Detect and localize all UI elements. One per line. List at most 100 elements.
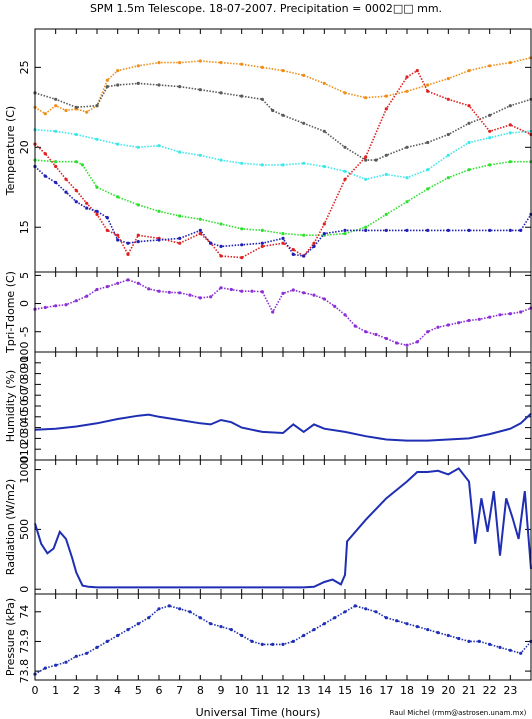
data-point [343,232,347,236]
data-point [95,209,99,213]
data-point [281,236,285,240]
data-point [271,642,275,647]
data-point [136,145,140,149]
data-point [157,209,161,213]
data-point [322,297,326,301]
data-point [85,294,89,298]
data-point [426,330,430,334]
data-point [477,317,481,321]
data-point [353,604,357,608]
x-tick-label: 20 [441,684,455,697]
data-point [508,648,512,652]
y-tick-label: 100 [18,342,31,363]
data-point [488,64,492,68]
data-point [188,610,192,614]
data-point [209,295,213,299]
data-point [467,140,471,145]
data-point [54,104,58,108]
data-point [157,83,161,87]
data-point [126,628,130,632]
data-point [178,85,182,89]
data-point [364,158,368,162]
data-point [374,610,378,614]
data-point [95,645,99,650]
data-point [281,113,285,117]
data-point [488,129,492,133]
data-point [116,69,120,73]
data-point [353,324,357,328]
data-point [240,227,244,231]
data-point [116,142,120,146]
x-tick-label: 7 [176,684,183,697]
data-point [260,244,264,248]
data-point [384,336,388,341]
data-point [426,83,430,87]
data-point [74,200,78,204]
data-point [467,69,471,73]
y-tick-label: 74 [18,605,31,619]
data-point [374,158,378,162]
data-point [446,176,450,180]
y-tick-label: -5 [18,326,31,337]
data-point [467,318,471,323]
data-point [405,622,409,626]
data-point [312,244,316,248]
data-point [364,155,368,159]
data-point [384,172,388,177]
x-tick-label: 6 [156,684,163,697]
data-point [467,639,471,644]
data-point [467,121,471,125]
panel-frame [34,593,532,681]
x-tick-label: 16 [359,684,373,697]
data-point [302,73,306,77]
data-point [343,169,347,173]
data-point [302,254,306,258]
data-point [281,163,285,167]
data-point [415,340,419,344]
data-point [219,91,223,95]
data-point [74,160,78,164]
y-tick-label: 90 [18,356,31,370]
data-point [488,228,492,232]
series-trace-0 [34,279,532,347]
y-tick-label: 70 [18,377,31,391]
series-line-0 [34,412,532,442]
data-point [467,104,471,108]
data-point [95,212,99,216]
data-point [219,625,223,629]
data-point [467,168,471,172]
data-point [302,291,306,295]
data-point [343,91,347,95]
data-point [415,625,419,629]
panel-0: 15 20 25 Temperature (C) [4,28,532,273]
x-tick-label: 5 [135,684,142,697]
data-point [291,252,295,256]
data-point [426,187,430,191]
data-point [467,228,471,232]
y-tick-label: 50 [18,399,31,413]
data-point [312,293,316,297]
chart-title: SPM 1.5m Telescope. 18-07-2007. Precipit… [90,2,442,15]
data-point [281,232,285,236]
data-point [260,97,264,101]
data-point [229,287,233,292]
data-point [64,190,68,194]
data-point [64,303,68,307]
series-trace-0 [34,605,532,675]
data-point [95,185,99,189]
data-point [105,285,109,289]
data-point [43,152,47,156]
x-tick-label: 2 [73,684,80,697]
data-point [74,299,78,303]
y-tick-label: 1000 [18,456,31,484]
data-point [80,163,85,167]
credit-text: Raul Michel (rmm@astrosen.unam.mx) [390,709,527,717]
y-axis-label: Pressure (kPa) [4,598,17,676]
data-point [446,153,450,157]
data-point [136,203,140,207]
data-point [508,104,512,108]
